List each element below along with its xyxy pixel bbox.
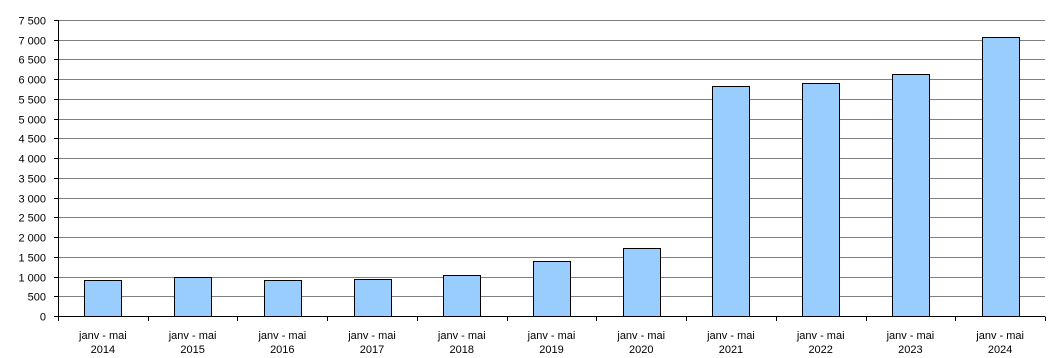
bars: [84, 37, 1020, 317]
y-tick-label: 5 000: [18, 115, 46, 127]
y-tick-label: 0: [40, 312, 46, 324]
x-category-label: janv - mai 2016: [257, 330, 306, 356]
x-category-label: janv - mai 2020: [616, 330, 665, 356]
y-tick-label: 6 000: [18, 75, 46, 87]
x-category-label: janv - mai 2023: [886, 330, 935, 356]
bar: [443, 275, 481, 317]
x-category-label: janv - mai 2024: [975, 330, 1024, 356]
y-tick-label: 1 500: [18, 253, 46, 265]
y-tick-label: 3 500: [18, 174, 46, 186]
bar: [712, 86, 750, 317]
y-tick-label: 3 000: [18, 194, 46, 206]
y-tick-label: 4 000: [18, 154, 46, 166]
bar: [264, 280, 302, 317]
bar: [174, 277, 212, 317]
y-tick-label: 2 500: [18, 213, 46, 225]
bar: [354, 279, 392, 317]
y-tick-label: 1 000: [18, 273, 46, 285]
x-category-label: janv - mai 2022: [796, 330, 845, 356]
y-tick-label: 7 000: [18, 36, 46, 48]
bar: [982, 37, 1020, 317]
y-tick-label: 6 500: [18, 55, 46, 67]
y-tick-label: 500: [28, 292, 46, 304]
bar: [802, 83, 840, 317]
bar: [84, 280, 122, 317]
x-category-label: janv - mai 2014: [78, 330, 127, 356]
y-tick-label: 5 500: [18, 95, 46, 107]
x-category-label: janv - mai 2021: [706, 330, 755, 356]
x-category-label: janv - mai 2015: [168, 330, 217, 356]
x-category-label: janv - mai 2017: [347, 330, 396, 356]
bar: [533, 261, 571, 317]
y-tick-label: 2 000: [18, 233, 46, 245]
bar: [623, 248, 661, 317]
y-tick-label: 4 500: [18, 134, 46, 146]
bar: [892, 74, 930, 317]
x-category-label: janv - mai 2019: [527, 330, 576, 356]
y-axis-tick-labels: 0 500 1 000 1 500 2 000 2 500 3 000 3 500 4 000 4…: [18, 16, 46, 324]
y-tick-label: 7 500: [18, 16, 46, 28]
x-axis-category-labels: janv - mai 2014 janv - mai 2015 janv - mai 20…: [78, 330, 1024, 356]
x-category-label: janv - mai 2018: [437, 330, 486, 356]
axes: [54, 20, 1046, 321]
gridlines: [58, 20, 1045, 297]
